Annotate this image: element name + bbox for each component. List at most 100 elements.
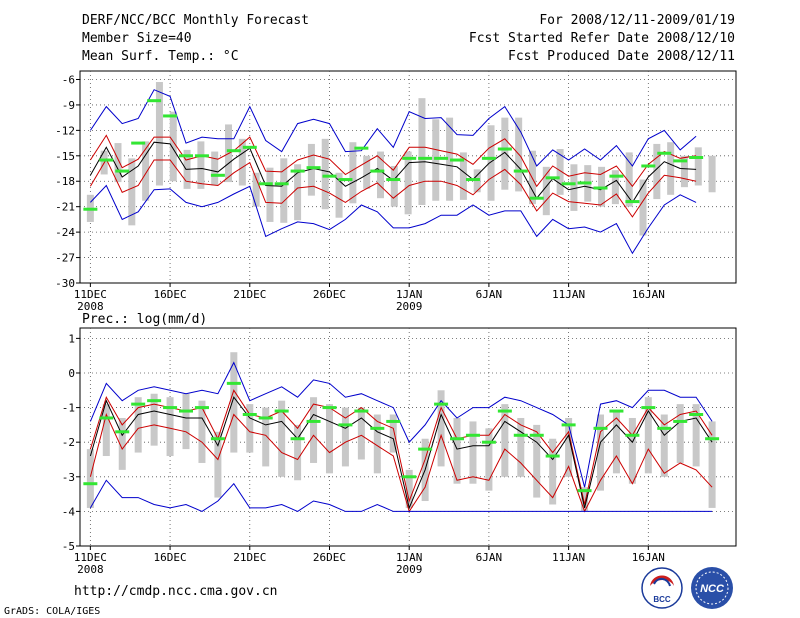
temp-range-box: [169, 111, 177, 182]
precip-range-box: [501, 404, 509, 477]
precip-range-box: [389, 414, 397, 453]
temp-x-tick-label: 16JAN: [632, 288, 665, 301]
precip-y-tick-label: -5: [62, 540, 75, 553]
temp-x-tick-label: 26DEC: [313, 288, 346, 301]
precip-range-box: [246, 404, 254, 453]
precip-range-box: [437, 390, 445, 467]
precip-range-box: [278, 400, 286, 477]
bcc-logo-arc: [653, 578, 671, 587]
temp-y-tick-label: -27: [55, 252, 75, 265]
temp-range-box: [321, 138, 329, 210]
precip-range-box: [102, 404, 110, 457]
temp-y-tick-label: -12: [55, 124, 75, 137]
precip-range-box: [676, 404, 684, 463]
precip-line-ensemble-max: [89, 361, 713, 488]
precip-x-tick-label: 6JAN: [476, 551, 503, 564]
temp-x-tick-label: 1JAN: [396, 288, 423, 301]
precipitation-boxes: [86, 352, 716, 512]
temp-y-tick-label: -6: [62, 73, 75, 86]
temp-range-box: [114, 143, 122, 183]
precip-range-box: [214, 431, 222, 498]
precip-range-box: [581, 487, 589, 512]
precip-range-box: [517, 417, 525, 477]
precip-y-tick-label: 0: [68, 367, 75, 380]
temp-y-tick-label: -30: [55, 277, 75, 290]
precip-range-box: [310, 397, 318, 463]
bcc-logo: BCC: [641, 567, 683, 609]
precip-range-box: [708, 421, 716, 508]
figure-title: DERF/NCC/BCC Monthly Forecast: [82, 13, 309, 28]
temp-range-box: [694, 147, 702, 186]
temp-range-box: [501, 117, 509, 190]
bcc-logo-ring: [641, 567, 683, 609]
precip-range-box: [182, 393, 190, 450]
precip-range-box: [134, 397, 142, 453]
temp-y-tick-label: -15: [55, 150, 75, 163]
precip-x-tick-year: 2008: [77, 563, 104, 576]
precip-range-box: [660, 414, 668, 477]
forecast-start-date: Fcst Started Refer Date 2008/12/10: [469, 31, 735, 46]
precip-range-box: [692, 404, 700, 467]
precipitation-plot-frame: [79, 327, 737, 547]
forecast-produced-date: Fcst Produced Date 2008/12/11: [508, 49, 735, 64]
precip-range-box: [612, 411, 620, 474]
temp-line-ensemble-max: [89, 89, 697, 167]
precip-range-box: [644, 397, 652, 474]
temp-x-tick-label: 11JAN: [552, 288, 585, 301]
temp-range-box: [653, 143, 661, 200]
precipitation-series: [89, 361, 713, 513]
precip-range-box: [262, 407, 270, 467]
precip-range-box: [150, 393, 158, 446]
temp-x-tick-label: 21DEC: [233, 288, 266, 301]
temp-range-box: [390, 165, 398, 207]
temp-range-box: [542, 166, 550, 216]
temp-y-tick-label: -24: [55, 226, 75, 239]
precip-range-box: [596, 414, 604, 491]
temp-y-tick-label: -9: [62, 99, 75, 112]
temp-range-box: [556, 149, 564, 195]
ncc-logo-disc: [691, 567, 733, 609]
precip-range-box: [118, 417, 126, 470]
ncc-logo: NCC: [691, 567, 733, 609]
precip-range-box: [533, 424, 541, 498]
temp-range-box: [335, 172, 343, 218]
precipitation-y-ticks: 1 0 -1 -2 -3 -4 -5: [62, 332, 80, 553]
temp-range-box: [667, 142, 675, 195]
temp-range-box: [155, 82, 163, 186]
temp-x-tick-year: 2008: [77, 300, 104, 313]
temp-range-box: [611, 170, 619, 205]
temp-range-box: [363, 155, 371, 189]
precip-x-tick-label: 16DEC: [154, 551, 187, 564]
precip-x-tick-label: 16JAN: [632, 551, 665, 564]
ncc-logo-ring: [695, 571, 729, 605]
precip-line-ensemble-mean: [89, 396, 713, 510]
precipitation-forecast-marks: [83, 381, 720, 493]
precip-range-box: [294, 424, 302, 481]
precip-variable-label: Prec.: log(mm/d): [82, 312, 207, 327]
temp-range-box: [307, 143, 315, 196]
precip-y-tick-label: -4: [62, 505, 76, 518]
temp-range-box: [211, 151, 219, 186]
member-size: Member Size=40: [82, 31, 192, 46]
bcc-logo-swirl: [650, 575, 674, 586]
temp-range-box: [280, 158, 288, 223]
temp-y-tick-label: -18: [55, 175, 75, 188]
temp-x-tick-label: 16DEC: [154, 288, 187, 301]
temperature-y-ticks: -6 -9 -12 -15 -18 -21 -24 -27 -30: [55, 73, 80, 290]
temp-range-box: [197, 141, 205, 189]
precip-range-box: [86, 449, 94, 508]
temp-range-box: [459, 152, 467, 200]
source-url[interactable]: http://cmdp.ncc.cma.gov.cn: [74, 584, 278, 599]
temp-range-box: [142, 141, 150, 201]
precip-y-tick-label: -3: [62, 471, 75, 484]
bcc-logo-text: BCC: [653, 595, 671, 604]
temp-range-box: [432, 119, 440, 201]
temp-range-box: [252, 172, 260, 207]
temp-line-ensemble-min: [90, 184, 697, 255]
temp-line-upper: [89, 134, 697, 188]
temp-range-box: [570, 164, 578, 211]
precip-line-ensemble-min: [89, 479, 713, 512]
